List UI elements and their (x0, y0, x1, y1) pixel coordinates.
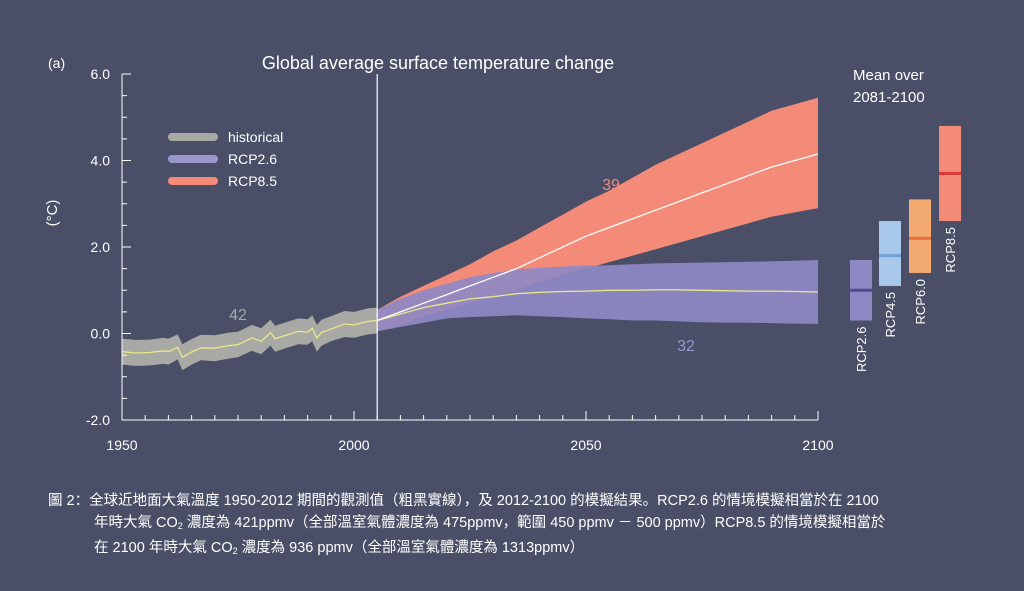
chart-title: Global average surface temperature chang… (262, 53, 614, 73)
panel-label: (a) (48, 55, 65, 71)
mean-over-title-1: Mean over (853, 67, 924, 84)
y-tick-label: 4.0 (91, 153, 111, 169)
mean-bar-label-rcp60: RCP6.0 (913, 279, 928, 325)
y-tick-label: 0.0 (91, 326, 111, 342)
mean-bar-label-rcp26: RCP2.6 (854, 327, 869, 373)
caption-line-1: 圖 2：全球近地面大氣溫度 1950-2012 期間的觀測值（粗黑實線），及 2… (48, 493, 879, 509)
x-tick-label: 2100 (802, 437, 833, 453)
y-tick-label: -2.0 (86, 412, 110, 428)
x-tick-label: 1950 (106, 437, 137, 453)
model-count-rcp26: 32 (677, 338, 695, 355)
legend-label-historical: historical (228, 129, 283, 145)
model-count-rcp85: 39 (602, 177, 620, 194)
band-rcp85 (377, 97, 818, 332)
x-tick-label: 2000 (338, 437, 369, 453)
mean-line-rcp26 (377, 289, 819, 322)
mean-bar-line-rcp45 (879, 254, 901, 258)
mean-bar-line-rcp85 (939, 171, 961, 175)
mean-bar-line-rcp26 (850, 288, 872, 292)
mean-bar-rcp45 (879, 221, 901, 286)
mean-bar-line-rcp60 (909, 236, 931, 240)
model-count-historical: 42 (229, 307, 247, 324)
mean-bar-label-rcp45: RCP4.5 (883, 292, 898, 338)
mean-line-historical (121, 319, 378, 359)
mean-bar-rcp60 (909, 199, 931, 273)
legend-label-rcp26: RCP2.6 (228, 151, 277, 167)
x-tick-label: 2050 (570, 437, 601, 453)
y-axis-label: (°C) (44, 200, 61, 227)
caption-line-2: 年時大氣 CO2 濃度為 421ppmv（全部溫室氣體濃度為 475ppmv，範… (94, 515, 886, 531)
figure-caption: 圖 2：全球近地面大氣溫度 1950-2012 期間的觀測值（粗黑實線），及 2… (48, 490, 988, 562)
band-rcp26 (377, 260, 818, 332)
mean-over-title-2: 2081-2100 (853, 89, 925, 106)
y-tick-label: 6.0 (91, 66, 111, 82)
mean-line-rcp85 (376, 153, 819, 322)
y-tick-label: 2.0 (91, 239, 111, 255)
temperature-chart: 6.0 4.0 2.0 0.0 -2.0 1950 2000 2050 2100 (a) Glob… (44, 53, 961, 453)
mean-bar-label-rcp85: RCP8.5 (943, 227, 958, 273)
legend-label-rcp85: RCP8.5 (228, 173, 277, 189)
caption-line-3: 在 2100 年時大氣 CO2 濃度為 936 ppmv（全部溫室氣體濃度為 1… (94, 540, 585, 556)
